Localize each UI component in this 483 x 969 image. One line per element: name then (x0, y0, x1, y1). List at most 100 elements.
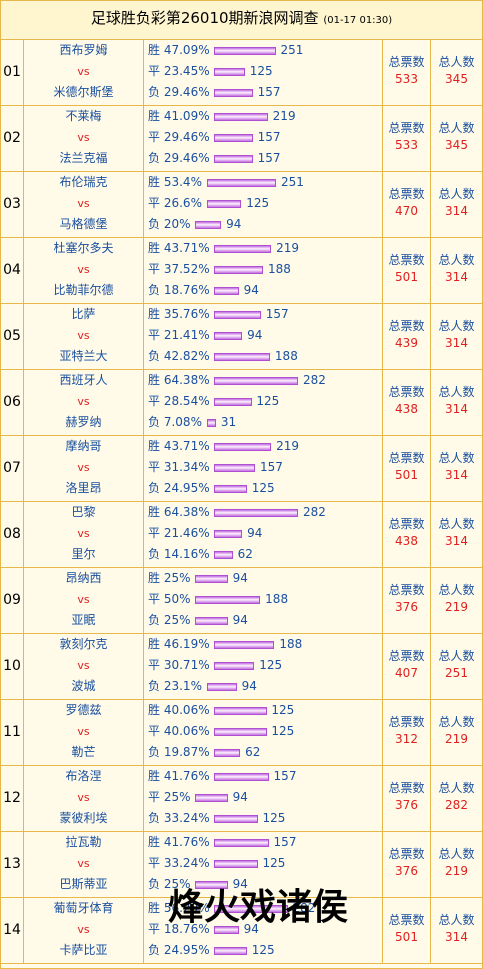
lose-count: 94 (241, 679, 257, 693)
total-votes-cell: 总票数 533 (383, 40, 431, 105)
lose-count: 94 (232, 613, 248, 627)
lose-label: 负 (148, 415, 161, 429)
total-people-label: 总人数 (438, 121, 475, 135)
teams-cell: 葡萄牙体育 vs 卡萨比亚 (24, 898, 144, 963)
vs-label: vs (77, 923, 90, 936)
home-team[interactable]: 罗德兹 (65, 703, 102, 717)
total-people-value: 345 (445, 72, 468, 86)
lose-pct: 18.76% (163, 283, 210, 297)
draw-bar (214, 67, 245, 76)
draw-bar (214, 925, 239, 934)
win-bar (214, 442, 272, 451)
lose-bar (214, 814, 258, 823)
draw-pct: 26.6% (163, 196, 202, 210)
total-votes-cell: 总票数 438 (383, 502, 431, 567)
stats-cell: 胜 64.38% 282 平 21.46% 94 负 14.16% 62 (144, 502, 383, 567)
total-votes-cell: 总票数 533 (383, 106, 431, 171)
away-team[interactable]: 亚眠 (71, 613, 96, 627)
win-count: 219 (276, 241, 299, 255)
win-bar (214, 112, 268, 121)
home-team[interactable]: 布伦瑞克 (59, 175, 108, 189)
total-votes-value: 312 (395, 732, 418, 746)
lose-line: 负 25% 94 (144, 610, 382, 631)
away-team[interactable]: 赫罗纳 (65, 415, 102, 429)
lose-pct: 42.82% (163, 349, 210, 363)
total-votes-label: 总票数 (388, 913, 425, 927)
vs-label: vs (77, 263, 90, 276)
win-label: 胜 (148, 505, 161, 519)
home-team[interactable]: 昂纳西 (65, 571, 102, 585)
total-people-cell: 总人数 314 (431, 370, 482, 435)
win-pct: 40.06% (163, 703, 210, 717)
lose-count: 125 (251, 481, 275, 495)
total-votes-value: 376 (395, 864, 418, 878)
away-team[interactable]: 蒙彼利埃 (59, 811, 108, 825)
win-bar (214, 244, 272, 253)
table-title: 足球胜负彩第26010期新浪网调查 (01-17 01:30) (1, 1, 482, 40)
win-line: 胜 47.09% 251 (144, 40, 382, 61)
draw-bar (214, 661, 255, 670)
match-row: 13 拉瓦勒 vs 巴斯蒂亚 胜 41.76% 157 平 33.24% 125 (1, 832, 482, 898)
home-team[interactable]: 西班牙人 (59, 373, 108, 387)
home-team[interactable]: 不莱梅 (65, 109, 102, 123)
home-team[interactable]: 葡萄牙体育 (53, 901, 114, 915)
home-team[interactable]: 巴黎 (71, 505, 96, 519)
away-team[interactable]: 波城 (71, 679, 96, 693)
win-label: 胜 (148, 439, 161, 453)
lose-line: 负 18.76% 94 (144, 280, 382, 301)
win-pct: 64.38% (163, 505, 210, 519)
total-people-label: 总人数 (438, 55, 475, 69)
home-team[interactable]: 拉瓦勒 (65, 835, 102, 849)
match-number: 07 (1, 436, 24, 501)
home-team[interactable]: 杜塞尔多夫 (53, 241, 114, 255)
win-line: 胜 41.76% 157 (144, 766, 382, 787)
total-people-cell: 总人数 314 (431, 172, 482, 237)
win-bar (214, 772, 269, 781)
total-people-value: 314 (445, 930, 468, 944)
home-team[interactable]: 比萨 (71, 307, 96, 321)
home-team[interactable]: 敦刻尔克 (59, 637, 108, 651)
lose-line: 负 29.46% 157 (144, 148, 382, 169)
away-team[interactable]: 米德尔斯堡 (53, 85, 114, 99)
away-team[interactable]: 法兰克福 (59, 151, 108, 165)
total-people-value: 219 (445, 864, 468, 878)
away-team[interactable]: 比勒菲尔德 (53, 283, 114, 297)
vs-label: vs (77, 725, 90, 738)
lose-label: 负 (148, 877, 161, 891)
vs-label: vs (77, 857, 90, 870)
match-row: 04 杜塞尔多夫 vs 比勒菲尔德 胜 43.71% 219 平 37.52% … (1, 238, 482, 304)
away-team[interactable]: 洛里昂 (65, 481, 102, 495)
away-team[interactable]: 里尔 (71, 547, 96, 561)
away-team[interactable]: 马格德堡 (59, 217, 108, 231)
win-pct: 53.4% (163, 175, 202, 189)
win-count: 157 (273, 769, 297, 783)
total-people-cell: 总人数 251 (431, 634, 482, 699)
draw-pct: 30.71% (163, 658, 210, 672)
home-team[interactable]: 布洛涅 (65, 769, 102, 783)
home-team[interactable]: 西布罗姆 (59, 43, 108, 57)
total-people-value: 314 (445, 336, 468, 350)
total-people-cell: 总人数 219 (431, 700, 482, 765)
win-count: 94 (232, 571, 248, 585)
away-team[interactable]: 亚特兰大 (59, 349, 108, 363)
draw-label: 平 (148, 724, 161, 738)
away-team[interactable]: 巴斯蒂亚 (59, 877, 108, 891)
total-votes-cell: 总票数 376 (383, 766, 431, 831)
home-team[interactable]: 摩纳哥 (65, 439, 102, 453)
stats-cell: 胜 43.71% 219 平 31.34% 157 负 24.95% 125 (144, 436, 383, 501)
win-bar (214, 46, 276, 55)
lose-bar (214, 88, 253, 97)
teams-cell: 比萨 vs 亚特兰大 (24, 304, 144, 369)
draw-pct: 25% (163, 790, 191, 804)
draw-line: 平 31.34% 157 (144, 457, 382, 478)
draw-label: 平 (148, 460, 161, 474)
draw-count: 125 (249, 64, 273, 78)
away-team[interactable]: 勒芒 (71, 745, 96, 759)
draw-label: 平 (148, 130, 161, 144)
win-bar (195, 574, 228, 583)
total-people-value: 219 (445, 600, 468, 614)
title-text: 足球胜负彩第26010期新浪网调查 (90, 9, 319, 27)
total-people-value: 314 (445, 468, 468, 482)
watermark: 烽火戏诸侯 (168, 887, 349, 928)
away-team[interactable]: 卡萨比亚 (59, 943, 108, 957)
